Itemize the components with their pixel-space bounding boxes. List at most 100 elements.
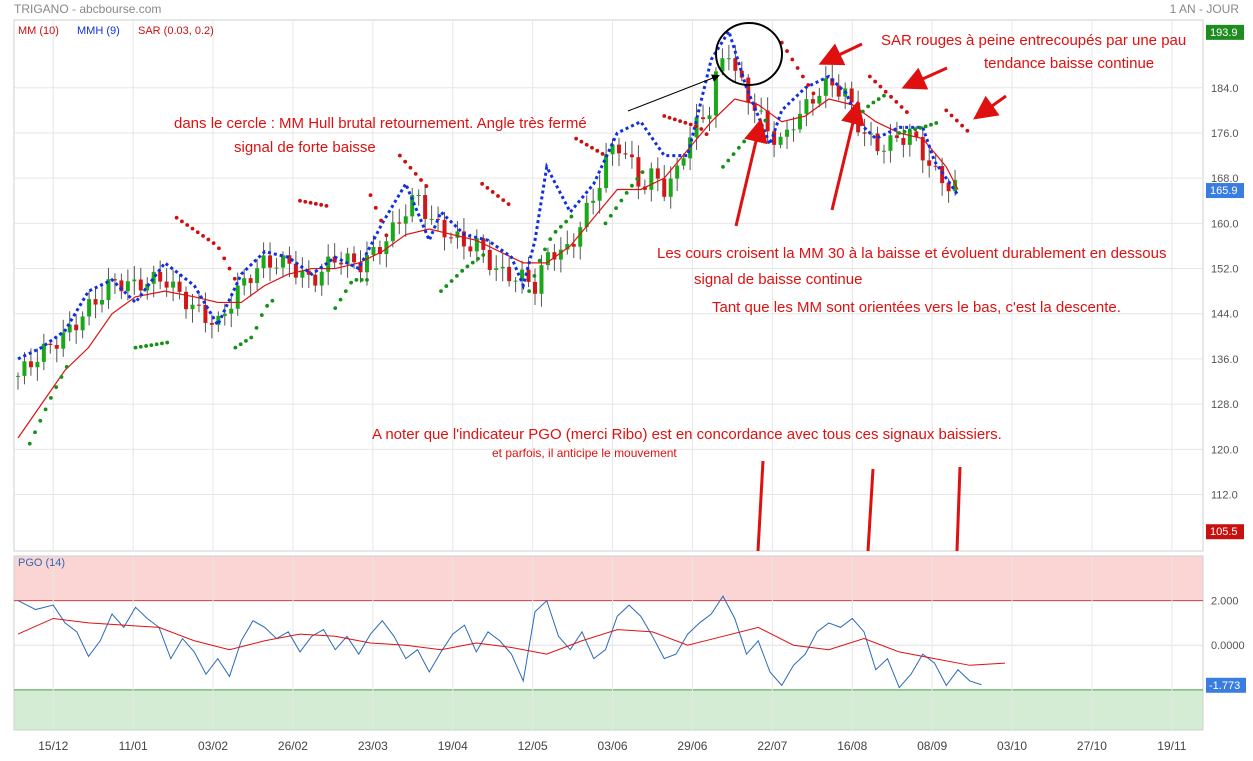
sar-dot-green (133, 345, 138, 350)
candle (242, 278, 247, 286)
sar-dot-red (397, 153, 402, 158)
candle (662, 178, 667, 197)
sar-dot-red (211, 241, 216, 246)
sar-dot-red (694, 124, 698, 129)
annotation-sar-sub: tendance baisse continue (984, 55, 1155, 72)
sar-dot-green (149, 343, 154, 347)
pgo-marker-box (1206, 677, 1246, 693)
hull-circle (715, 22, 783, 86)
candle (907, 131, 912, 145)
sar-dot-green (454, 273, 459, 278)
sar-dot-green (354, 277, 359, 282)
sar-arrow (973, 94, 1007, 120)
candle (345, 253, 350, 265)
annotation-baisse-continue: signal de baisse continue (694, 271, 863, 288)
sar-dot-red (595, 148, 600, 153)
sar-dot-red (313, 201, 318, 206)
sar-dot-red (688, 122, 693, 127)
candle (48, 343, 53, 346)
x-tick-label: 29/06 (677, 739, 707, 753)
sar-dot-red (379, 218, 383, 223)
price-panel (13, 19, 1204, 552)
chart-title: TRIGANO - abcbourse.com (14, 2, 162, 16)
candle (229, 308, 234, 314)
candle (138, 279, 143, 291)
candle (145, 283, 150, 291)
candle (675, 165, 680, 179)
pgo-line (17, 595, 982, 689)
x-tick-label: 16/08 (837, 739, 867, 753)
sar-dot-green (614, 206, 618, 211)
candle (823, 78, 828, 96)
sar-dot-red (873, 79, 878, 84)
candle (100, 299, 105, 305)
candle (54, 345, 59, 349)
sar-dot-green (608, 213, 613, 218)
sar-dot-green (359, 277, 364, 282)
candle (539, 265, 544, 294)
x-tick-label: 19/11 (1157, 739, 1186, 753)
sar-dot-green (465, 264, 470, 269)
candle (513, 280, 518, 282)
sar-dot-green (742, 139, 747, 144)
sar-dot-green (876, 97, 881, 101)
y-tick-label: 120.0 (1211, 444, 1239, 456)
candle (584, 202, 589, 228)
sar-dot-green (569, 214, 574, 219)
candle (203, 304, 208, 323)
crossing-arrow (830, 100, 865, 211)
candle (371, 247, 376, 256)
pgo-signal-line (756, 460, 765, 552)
sar-dot-green (138, 344, 143, 349)
candle (797, 113, 802, 130)
candle (629, 154, 634, 158)
sar-dot-red (206, 237, 211, 242)
candle (87, 299, 92, 317)
candle (752, 102, 757, 111)
candle (946, 183, 951, 192)
candle (448, 237, 453, 239)
sar-dot-green (270, 298, 275, 303)
candle (836, 85, 841, 97)
sar-dot-red (201, 233, 205, 238)
sar-dot-green (259, 313, 264, 318)
candle (390, 222, 395, 242)
x-tick-label: 03/06 (598, 739, 628, 753)
candle (571, 244, 576, 247)
candle (875, 133, 880, 152)
price-marker-label: 193.9 (1210, 27, 1238, 39)
candle (119, 280, 124, 292)
candle (332, 256, 337, 263)
x-tick-label: 15/12 (38, 739, 68, 753)
pgo-overbought-zone (14, 556, 1203, 601)
candle (487, 249, 492, 270)
candle (772, 131, 777, 145)
pgo-marker-label: -1.773 (1209, 680, 1240, 692)
circle-pointer-arrow (627, 74, 720, 112)
sar-dot-red (180, 219, 184, 224)
y-tick-label: 168.0 (1211, 173, 1239, 185)
candle (726, 58, 731, 60)
candle (552, 252, 557, 260)
sar-dot-green (635, 177, 640, 181)
sar-dot-green (619, 198, 624, 203)
sar-dot-green (527, 289, 532, 294)
sar-dot-red (195, 230, 200, 235)
candle (403, 216, 408, 224)
candle (474, 238, 479, 252)
legend-sar: SAR (0.03, 0.2) (138, 25, 214, 37)
candle (927, 160, 932, 166)
x-tick-label: 03/02 (198, 739, 228, 753)
sar-dot-red (704, 132, 709, 137)
candle (410, 195, 415, 217)
sar-dot-green (144, 344, 148, 348)
candle (894, 135, 899, 138)
sar-dot-red (373, 205, 378, 210)
y-tick-label: 128.0 (1211, 399, 1239, 411)
sar-dot-green (476, 256, 480, 261)
x-tick-label: 03/10 (997, 739, 1027, 753)
candle (132, 279, 137, 282)
sar-dot-green (934, 121, 939, 125)
sar-dot-green (64, 364, 69, 369)
legend-mmh: MMH (9) (77, 25, 120, 37)
